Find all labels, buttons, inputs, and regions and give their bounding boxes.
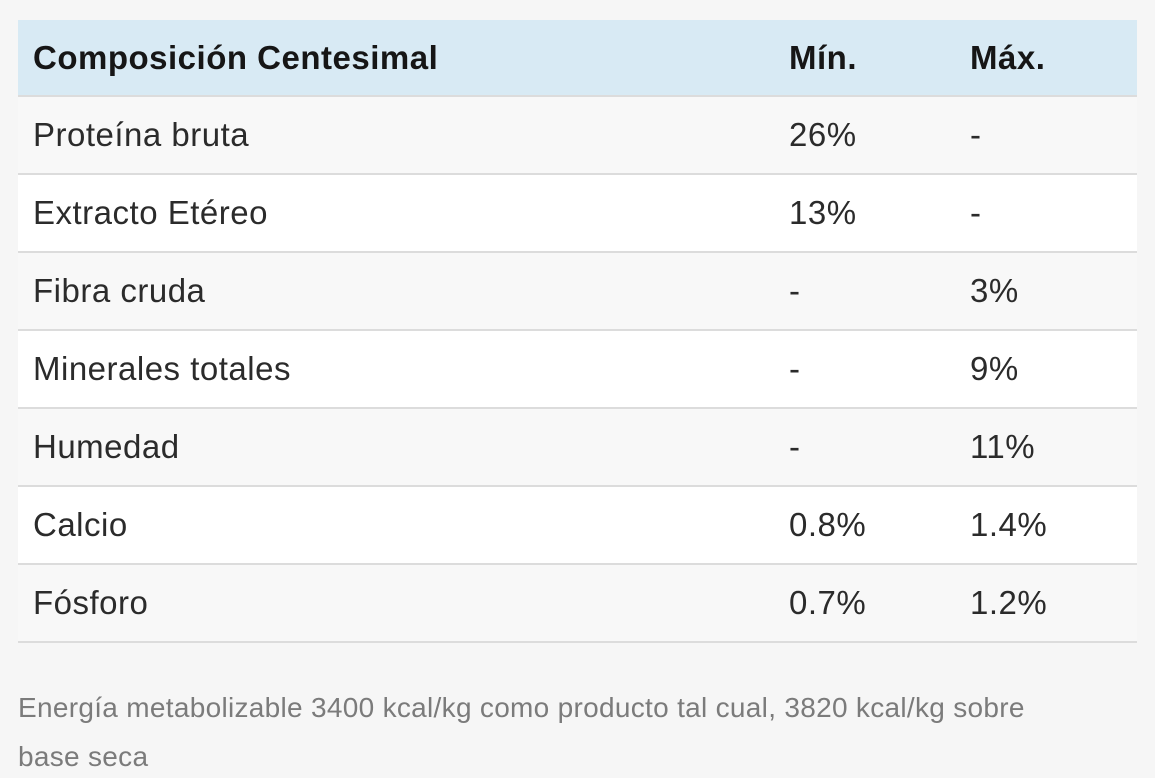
table-header-row: Composición Centesimal Mín. Máx. — [18, 20, 1137, 95]
row-min-value: - — [789, 272, 801, 309]
row-min-value: - — [789, 350, 801, 387]
row-name: Humedad — [33, 428, 180, 465]
row-min-value: - — [789, 428, 801, 465]
row-max-value: 9% — [970, 350, 1019, 387]
row-max-value: - — [970, 116, 982, 153]
energy-footnote-line-2: base seca — [18, 741, 149, 772]
table-row: Fósforo 0.7% 1.2% — [18, 563, 1137, 643]
row-min-value: 26% — [789, 116, 857, 153]
table-row: Fibra cruda - 3% — [18, 251, 1137, 329]
row-max-value: 11% — [970, 428, 1036, 465]
row-name: Extracto Etéreo — [33, 194, 268, 231]
table-row: Proteína bruta 26% - — [18, 95, 1137, 173]
row-max-value: 1.2% — [970, 584, 1048, 621]
row-name: Minerales totales — [33, 350, 291, 387]
table-row: Minerales totales - 9% — [18, 329, 1137, 407]
energy-footnote-line-1: Energía metabolizable 3400 kcal/kg como … — [18, 692, 1025, 723]
row-name: Fósforo — [33, 584, 149, 621]
energy-footnote: Energía metabolizable 3400 kcal/kg como … — [18, 683, 1137, 778]
table-row: Humedad - 11% — [18, 407, 1137, 485]
row-name: Fibra cruda — [33, 272, 206, 309]
table-title: Composición Centesimal — [33, 38, 439, 76]
row-max-value: 1.4% — [970, 506, 1048, 543]
composition-table: Composición Centesimal Mín. Máx. Proteín… — [18, 20, 1137, 643]
row-name: Proteína bruta — [33, 116, 250, 153]
row-min-value: 0.8% — [789, 506, 867, 543]
row-min-value: 0.7% — [789, 584, 867, 621]
table-row: Calcio 0.8% 1.4% — [18, 485, 1137, 563]
column-header-max: Máx. — [970, 38, 1046, 76]
row-max-value: 3% — [970, 272, 1019, 309]
row-min-value: 13% — [789, 194, 857, 231]
column-header-min: Mín. — [789, 38, 857, 76]
row-name: Calcio — [33, 506, 128, 543]
table-row: Extracto Etéreo 13% - — [18, 173, 1137, 251]
row-max-value: - — [970, 194, 982, 231]
